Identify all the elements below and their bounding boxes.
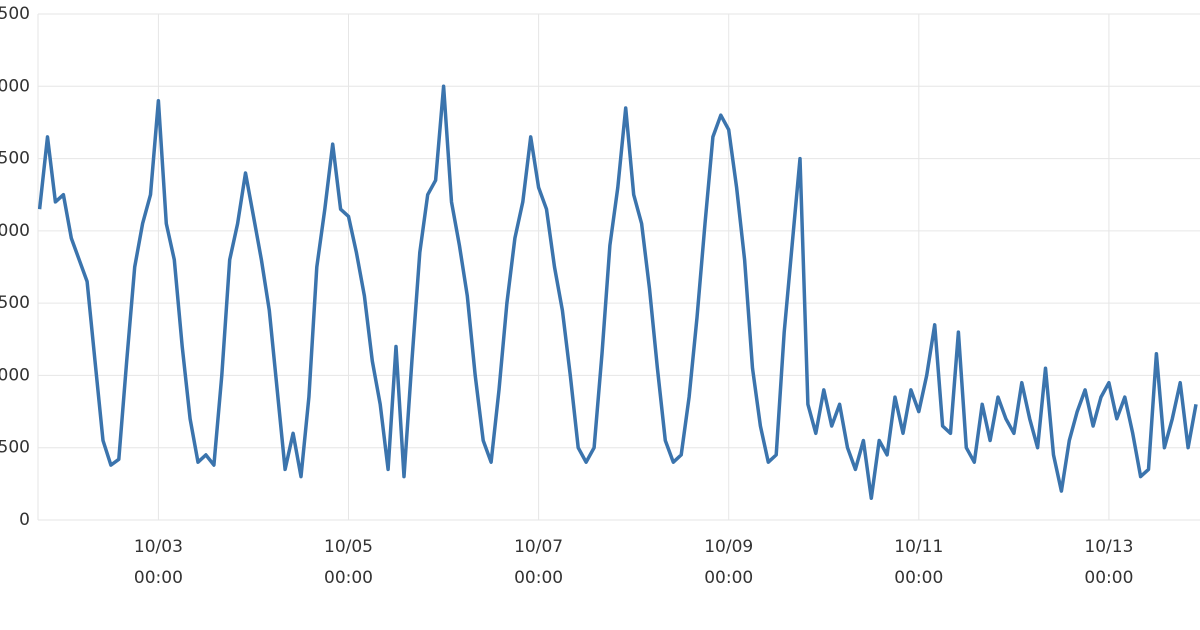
y-tick-label: 3500: [0, 4, 30, 24]
x-tick-label: 00:00: [894, 568, 943, 588]
x-tick-label: 10/03: [134, 537, 183, 557]
x-tick-label: 10/09: [704, 537, 753, 557]
y-tick-label: 3000: [0, 76, 30, 96]
y-tick-label: 0: [19, 510, 30, 530]
x-tick-label: 00:00: [134, 568, 183, 588]
x-tick-label: 10/05: [324, 537, 373, 557]
x-tick-label: 00:00: [514, 568, 563, 588]
x-tick-label: 10/13: [1084, 537, 1133, 557]
x-tick-label: 00:00: [1084, 568, 1133, 588]
y-tick-label: 2500: [0, 149, 30, 169]
x-tick-label: 00:00: [704, 568, 753, 588]
x-tick-label: 10/11: [894, 537, 943, 557]
y-tick-label: 500: [0, 438, 30, 458]
y-tick-label: 1500: [0, 293, 30, 313]
y-tick-label: 2000: [0, 221, 30, 241]
x-tick-label: 00:00: [324, 568, 373, 588]
y-tick-label: 1000: [0, 365, 30, 385]
data-line: [38, 84, 1198, 501]
x-tick-label: 10/07: [514, 537, 563, 557]
